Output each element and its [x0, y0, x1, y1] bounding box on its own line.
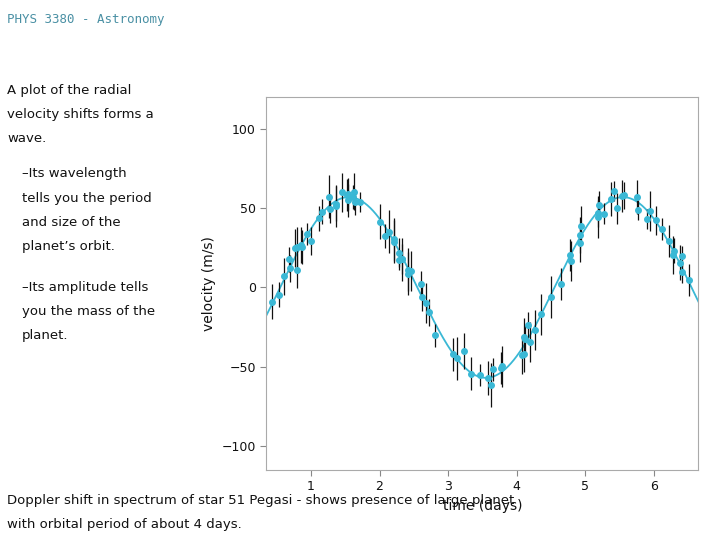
Text: Doppler shift in spectrum of star 51 Pegasi - shows presence of large planet: Doppler shift in spectrum of star 51 Peg…	[7, 494, 515, 507]
Text: velocity shifts forms a: velocity shifts forms a	[7, 108, 154, 121]
Text: planet’s orbit.: planet’s orbit.	[22, 240, 114, 253]
Text: you the mass of the: you the mass of the	[22, 305, 155, 318]
Text: A plot of the radial: A plot of the radial	[7, 84, 132, 97]
Text: wave.: wave.	[7, 132, 47, 145]
Text: tells you the period: tells you the period	[22, 192, 151, 205]
Text: –Its amplitude tells: –Its amplitude tells	[22, 281, 148, 294]
Y-axis label: velocity (m/s): velocity (m/s)	[202, 236, 216, 331]
Text: –Its wavelength: –Its wavelength	[22, 167, 126, 180]
X-axis label: time (days): time (days)	[443, 499, 522, 513]
Text: with orbital period of about 4 days.: with orbital period of about 4 days.	[7, 518, 242, 531]
Text: PHYS 3380 - Astronomy: PHYS 3380 - Astronomy	[7, 14, 165, 26]
Text: planet.: planet.	[22, 329, 68, 342]
Text: and size of the: and size of the	[22, 216, 120, 229]
